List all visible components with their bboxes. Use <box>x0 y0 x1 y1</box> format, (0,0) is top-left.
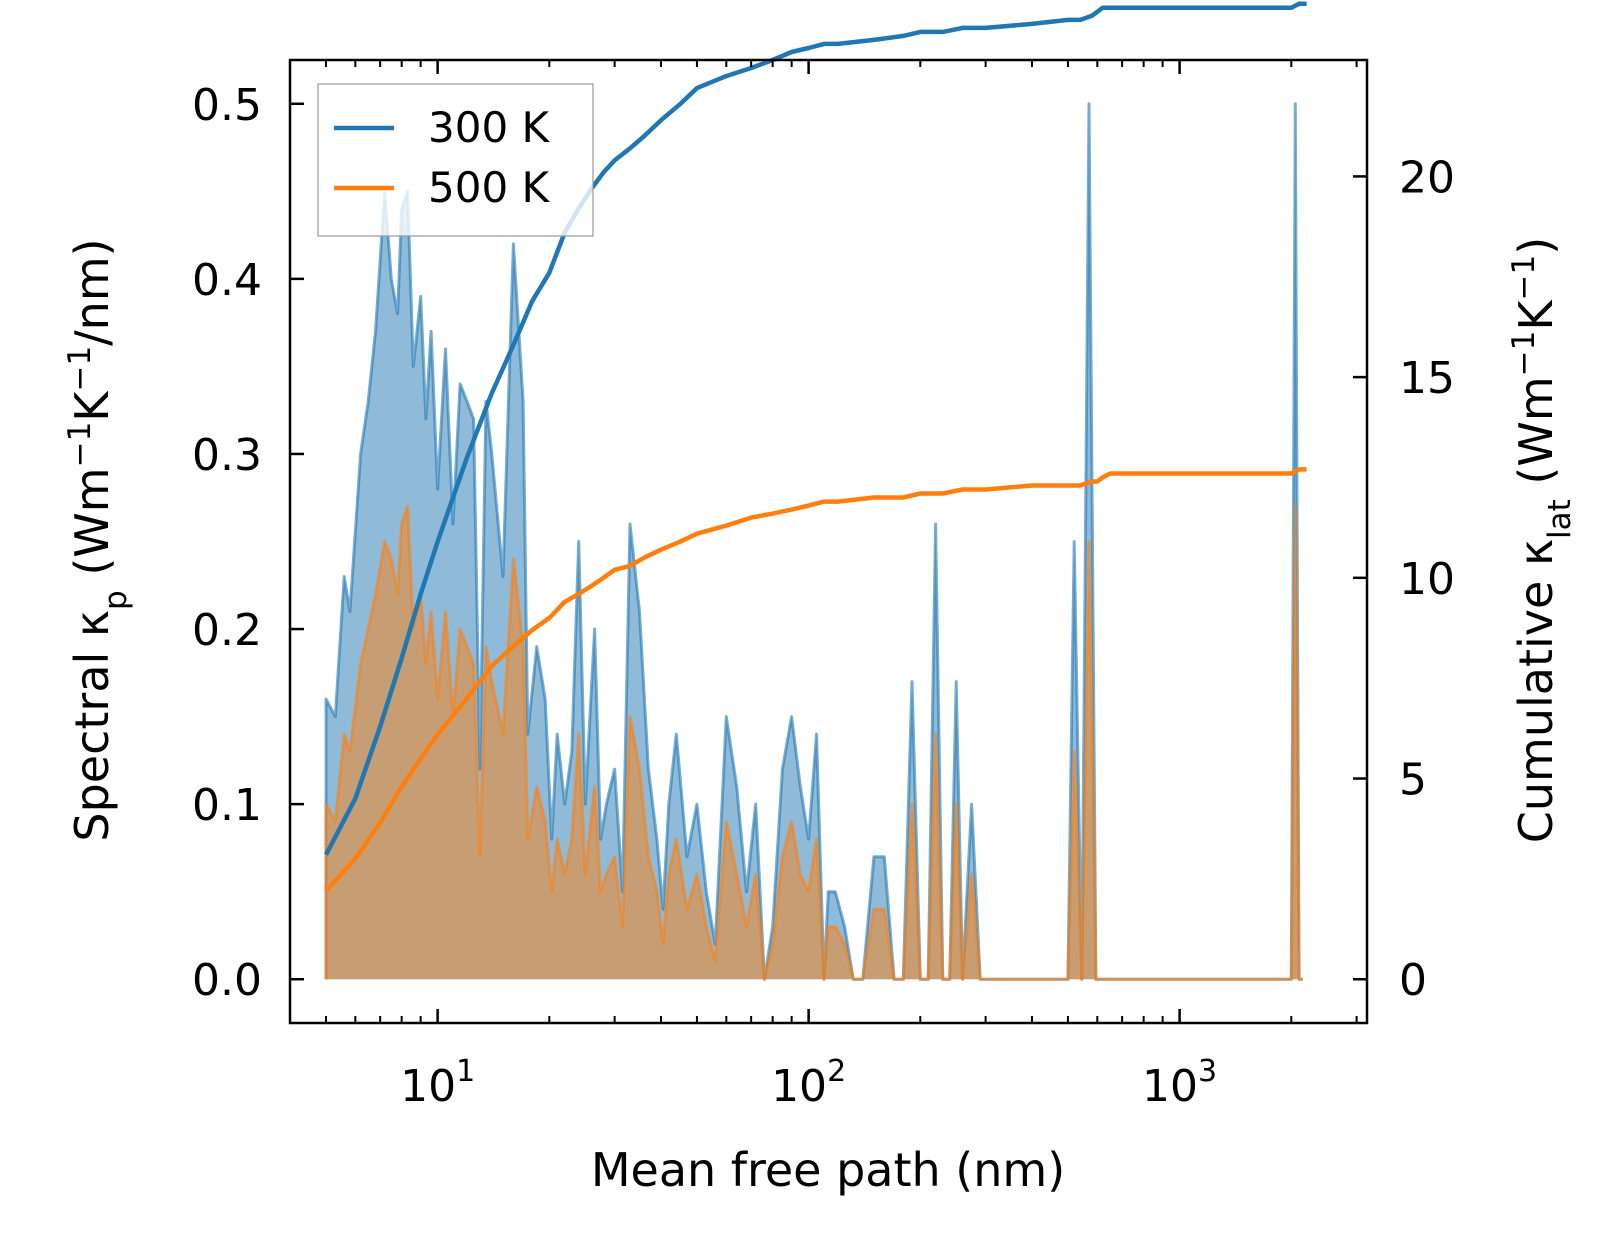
y-right-unit-a: (Wm <box>1509 376 1563 499</box>
y-left-unit-c: /nm) <box>65 238 119 345</box>
spectral-area-500k <box>326 506 1303 980</box>
y-left-unit-b: K <box>65 390 119 422</box>
cumulative-line-300k <box>324 1 1307 856</box>
y-left-sub: p <box>98 590 134 610</box>
x-tick-base: 10 <box>400 1061 456 1112</box>
y-left-tick-label: 0.4 <box>192 255 262 306</box>
legend-label-500k: 500 K <box>428 163 551 212</box>
spectral-line-500k <box>324 505 1303 981</box>
x-tick-exp: 2 <box>827 1054 846 1089</box>
y-left-sup2: −1 <box>62 346 98 392</box>
y-axis-right-label: Cumulative κlat (Wm−1K−1) <box>1506 237 1578 843</box>
y-right-unit-b: K <box>1509 299 1563 331</box>
x-tick-base: 10 <box>1142 1061 1198 1112</box>
y-right-tick-label: 15 <box>1399 353 1455 404</box>
y-left-unit-a: (Wm <box>65 467 119 590</box>
y-right-tick-label: 10 <box>1399 554 1455 605</box>
legend-box <box>317 83 594 237</box>
legend: 300 K 500 K <box>317 83 594 237</box>
y-right-sub: lat <box>1542 499 1578 539</box>
y-right-tick-label: 5 <box>1399 755 1427 806</box>
cumulative-line-500k <box>324 467 1307 893</box>
x-tick-base: 10 <box>771 1061 827 1112</box>
y-left-tick-label: 0.2 <box>192 605 262 656</box>
x-axis-label: Mean free path (nm) <box>591 1143 1065 1197</box>
x-tick-label: 103 <box>1142 1054 1217 1112</box>
y-right-main: Cumulative κ <box>1509 539 1563 843</box>
y-left-tick-label: 0.0 <box>192 955 262 1006</box>
y-right-unit-c: ) <box>1509 237 1563 255</box>
y-left-tick-label: 0.1 <box>192 780 262 831</box>
x-tick-exp: 3 <box>1198 1054 1217 1089</box>
y-right-sup2: −1 <box>1506 255 1542 301</box>
spectral-line-300k <box>324 102 1303 981</box>
axes <box>288 58 1369 1025</box>
x-tick-exp: 1 <box>456 1054 475 1089</box>
plot-area <box>324 1 1307 981</box>
y-axis-left-label: Spectral κp (Wm−1K−1/nm) <box>62 238 134 841</box>
y-left-tick-label: 0.3 <box>192 430 262 481</box>
y-right-tick-label: 0 <box>1399 955 1427 1006</box>
y-right-tick-label: 20 <box>1399 152 1455 203</box>
y-left-tick-label: 0.5 <box>192 80 262 131</box>
y-right-sup1: −1 <box>1506 331 1542 377</box>
x-tick-label: 102 <box>771 1054 846 1112</box>
x-tick-label: 101 <box>400 1054 475 1112</box>
y-left-sup1: −1 <box>62 422 98 468</box>
y-left-main: Spectral κ <box>65 610 119 842</box>
axes-frame <box>288 58 1369 1025</box>
legend-label-300k: 300 K <box>428 103 551 152</box>
